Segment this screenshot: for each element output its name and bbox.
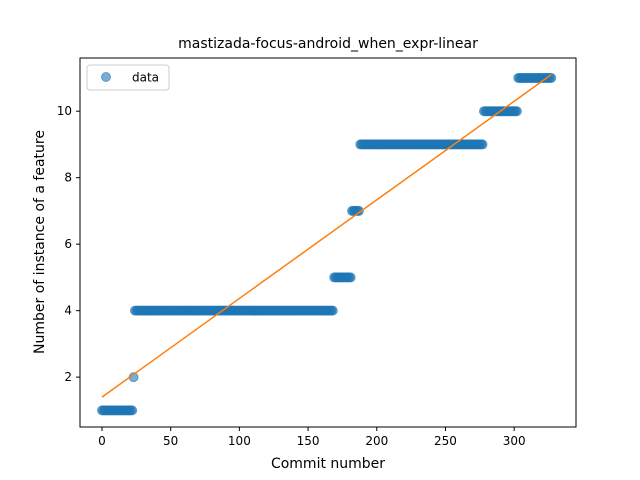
data-point (127, 405, 138, 416)
y-tick-label: 8 (64, 171, 72, 185)
x-tick-label: 250 (434, 434, 457, 448)
chart-title: mastizada-focus-android_when_expr-linear (178, 36, 478, 52)
data-point (511, 106, 522, 117)
x-tick-label: 50 (163, 434, 178, 448)
x-tick-label: 100 (228, 434, 251, 448)
data-point (327, 305, 338, 316)
legend: data (86, 64, 170, 91)
y-tick-label: 4 (64, 304, 72, 318)
plot-area (96, 72, 557, 416)
y-tick-label: 2 (64, 370, 72, 384)
axes-frame (79, 57, 577, 428)
x-tick-label: 200 (365, 434, 388, 448)
x-axis-ticks: 0 50 100 150 200 250 300 (98, 427, 526, 448)
x-tick-label: 300 (503, 434, 526, 448)
y-tick-label: 10 (57, 104, 72, 118)
legend-box (86, 64, 170, 91)
y-tick-label: 6 (64, 237, 72, 251)
legend-label: data (132, 71, 159, 85)
x-axis-label: Commit number (271, 456, 385, 472)
x-tick-label: 0 (98, 434, 106, 448)
data-point (353, 205, 364, 216)
y-axis-label: Number of instance of a feature (32, 130, 48, 354)
data-point (345, 272, 356, 283)
data-point (477, 139, 488, 150)
fit-line (101, 74, 552, 398)
y-axis-ticks: 2 4 6 8 10 (57, 104, 80, 384)
legend-marker (101, 72, 111, 82)
x-tick-label: 150 (297, 434, 320, 448)
